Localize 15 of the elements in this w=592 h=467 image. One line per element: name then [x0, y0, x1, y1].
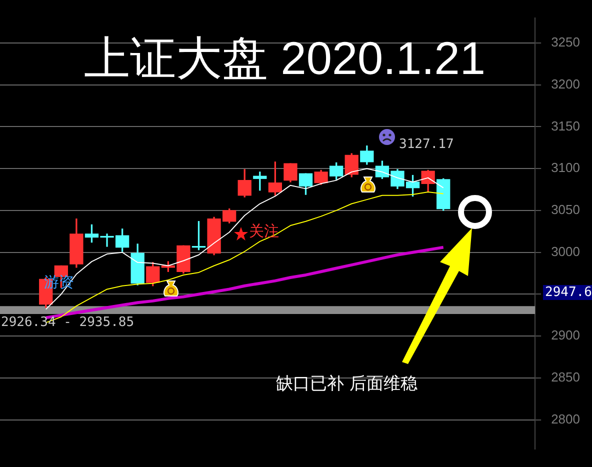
y-tick-label: 2800	[551, 411, 580, 426]
annotation: 3127.17	[399, 137, 454, 152]
y-tick-label: 3050	[551, 202, 580, 218]
band-label: 2926.34 - 2935.85	[1, 314, 134, 330]
annotation: 缺口已补 后面维稳	[276, 373, 418, 395]
chart-title: 上证大盘 2020.1.21	[84, 31, 486, 86]
y-tick-label: 3150	[551, 118, 580, 134]
y-tick-label: 2900	[551, 328, 580, 343]
y-tick-label: 3200	[551, 76, 580, 92]
text: 2947.6	[543, 285, 592, 300]
annotation: 关注	[249, 222, 279, 241]
y-tick-label: 3000	[551, 244, 580, 259]
y-tick-label: 2850	[551, 370, 580, 385]
y-tick-label: 3250	[551, 34, 580, 50]
y-tick-label: 3100	[551, 160, 580, 176]
